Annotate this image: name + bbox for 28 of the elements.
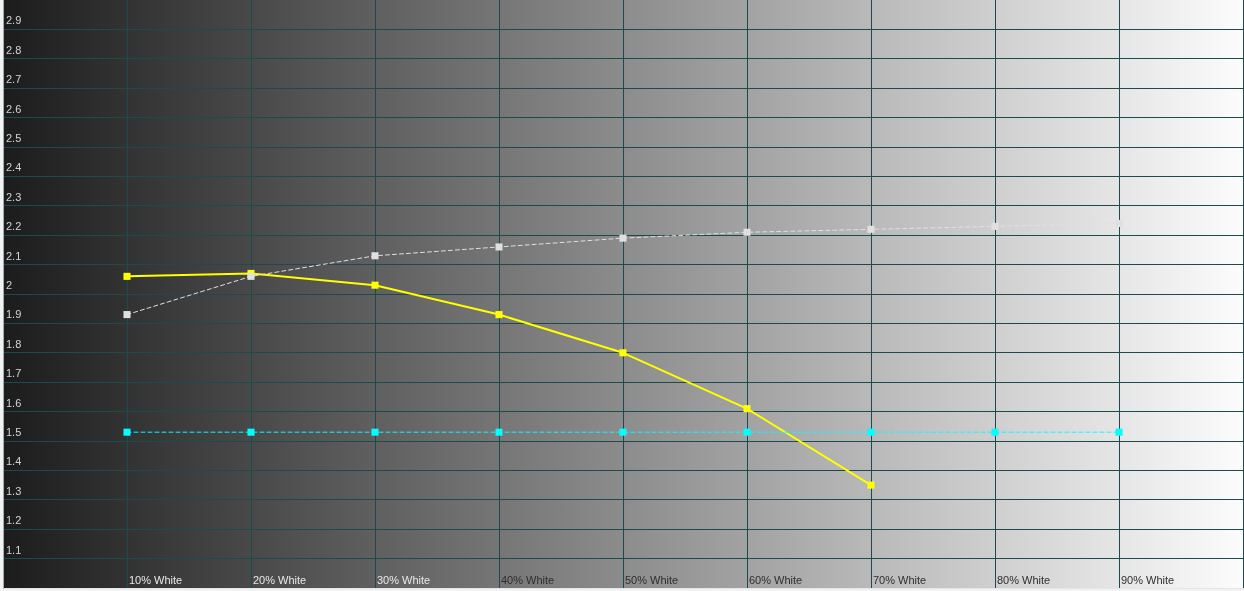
x-tick-label: 10% White — [129, 574, 183, 587]
x-tick-label: 20% White — [253, 574, 307, 587]
x-tick-label: 70% White — [873, 574, 927, 587]
y-tick-label: 2.2 — [6, 220, 22, 233]
y-tick-label: 1.6 — [6, 396, 22, 409]
y-tick-label: 2.4 — [6, 161, 22, 174]
y-tick-label: 2 — [6, 279, 13, 292]
y-tick-label: 2.8 — [6, 43, 22, 56]
x-tick-label: 40% White — [501, 574, 555, 587]
y-tick-label: 1.2 — [6, 514, 22, 527]
x-tick-label: 50% White — [625, 574, 679, 587]
y-tick-label: 1.7 — [6, 367, 22, 380]
y-tick-label: 1.8 — [6, 337, 22, 350]
y-tick-label: 1.4 — [6, 455, 22, 468]
y-tick-label: 2.6 — [6, 102, 22, 115]
x-tick-label: 80% White — [997, 574, 1051, 587]
y-tick-label: 2.1 — [6, 249, 22, 262]
y-tick-label: 1.5 — [6, 426, 22, 439]
y-tick-label: 1.9 — [6, 308, 22, 321]
y-tick-label: 1.1 — [6, 543, 22, 556]
y-tick-label: 2.9 — [6, 14, 22, 27]
y-tick-label: 2.7 — [6, 73, 22, 86]
x-tick-label: 60% White — [749, 574, 803, 587]
y-tick-label: 1.3 — [6, 484, 22, 497]
x-tick-label: 30% White — [377, 574, 431, 587]
x-tick-label: 90% White — [1121, 574, 1175, 587]
y-tick-label: 2.3 — [6, 190, 22, 203]
y-tick-label: 2.5 — [6, 132, 22, 145]
